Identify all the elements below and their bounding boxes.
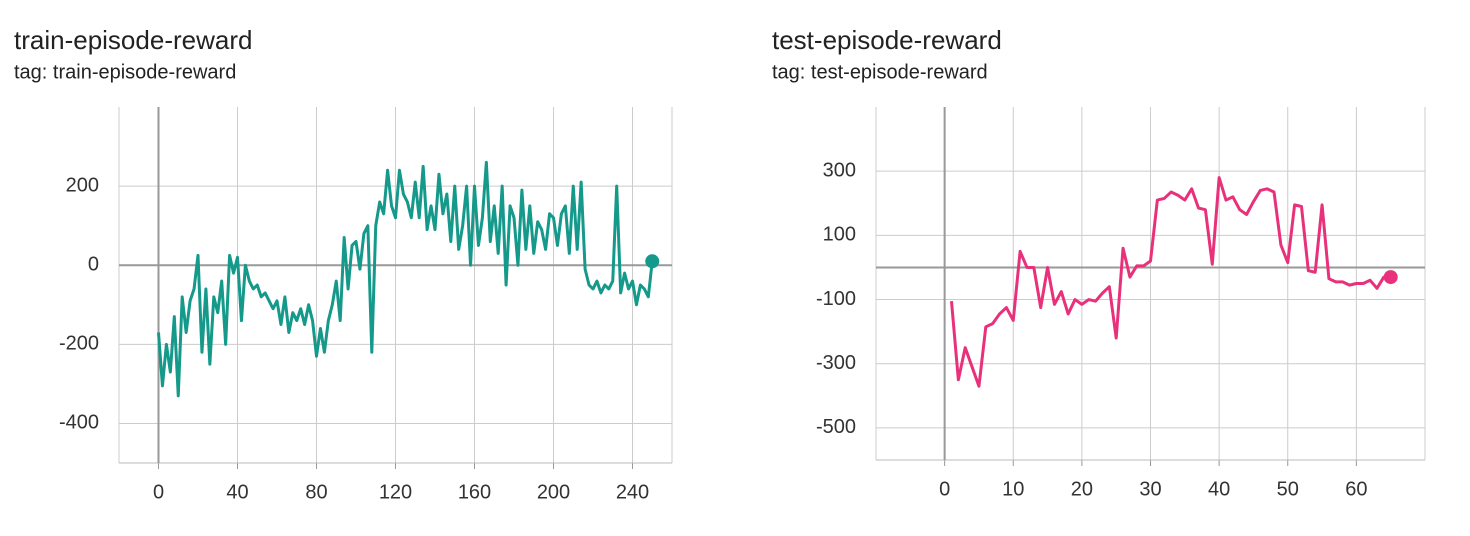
chart-subtitle: tag: train-episode-reward bbox=[14, 61, 236, 83]
x-tick-label: 80 bbox=[305, 481, 327, 503]
x-tick-label: 160 bbox=[458, 481, 491, 503]
y-tick-label: -500 bbox=[816, 416, 856, 438]
x-tick-label: 0 bbox=[153, 481, 164, 503]
x-tick-label: 60 bbox=[1345, 478, 1367, 500]
x-tick-label: 240 bbox=[616, 481, 649, 503]
last-point bbox=[1383, 270, 1398, 285]
x-tick-label: 120 bbox=[379, 481, 412, 503]
x-tick-label: 40 bbox=[1208, 478, 1230, 500]
x-tick-label: 30 bbox=[1139, 478, 1161, 500]
x-tick-label: 40 bbox=[226, 481, 248, 503]
y-tick-label: -300 bbox=[816, 352, 856, 374]
x-tick-label: 10 bbox=[1002, 478, 1024, 500]
chart-title: test-episode-reward bbox=[772, 25, 1002, 55]
x-tick-label: 50 bbox=[1277, 478, 1299, 500]
y-tick-label: -100 bbox=[816, 288, 856, 310]
x-tick-label: 20 bbox=[1071, 478, 1093, 500]
data-line bbox=[949, 176, 1391, 388]
chart-subtitle: tag: test-episode-reward bbox=[772, 61, 988, 83]
y-tick-label: 300 bbox=[823, 159, 856, 181]
last-point bbox=[645, 254, 660, 269]
y-tick-label: 100 bbox=[823, 224, 856, 246]
x-tick-label: 0 bbox=[939, 478, 950, 500]
x-tick-label: 200 bbox=[537, 481, 570, 503]
y-tick-label: 200 bbox=[66, 174, 99, 196]
y-tick-label: 0 bbox=[88, 254, 99, 276]
y-tick-label: -400 bbox=[59, 412, 99, 434]
y-tick-label: -200 bbox=[59, 333, 99, 355]
data-line bbox=[157, 160, 654, 398]
chart-title: train-episode-reward bbox=[14, 25, 252, 55]
